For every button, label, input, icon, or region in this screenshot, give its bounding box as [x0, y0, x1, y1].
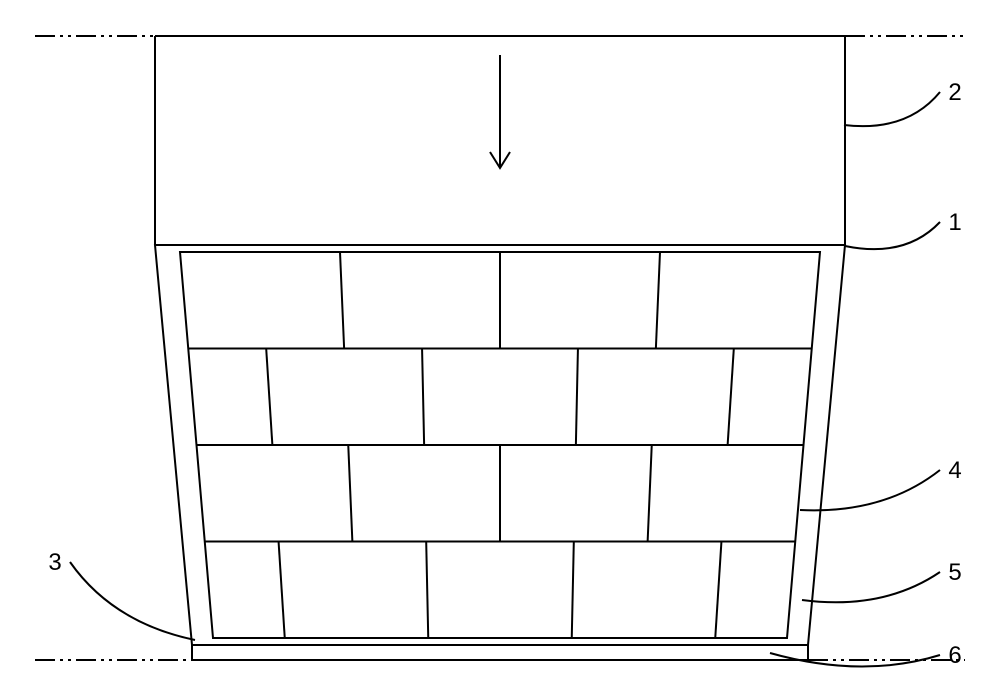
grid-col-divider — [648, 445, 652, 542]
callout-label-2: 2 — [948, 79, 961, 106]
grid-col-divider — [348, 445, 352, 542]
grid-col-divider — [576, 349, 578, 446]
callout-label-6: 6 — [948, 642, 961, 669]
grid-col-divider — [340, 252, 344, 349]
grid-col-divider — [422, 349, 424, 446]
grid-col-divider — [279, 542, 285, 639]
leader-line-1 — [845, 222, 940, 249]
grid-col-divider — [572, 542, 574, 639]
leader-line-3 — [70, 562, 195, 640]
callout-label-5: 5 — [948, 559, 961, 586]
grid-col-divider — [656, 252, 660, 349]
bottom-band — [192, 645, 808, 660]
callout-label-1: 1 — [948, 209, 961, 236]
grid-col-divider — [728, 349, 734, 446]
callout-label-4: 4 — [948, 457, 961, 484]
leader-line-2 — [844, 92, 940, 126]
grid-col-divider — [266, 349, 272, 446]
callout-label-3: 3 — [48, 549, 61, 576]
grid-col-divider — [715, 542, 721, 639]
leader-line-5 — [802, 572, 940, 602]
grid-col-divider — [426, 542, 428, 639]
technical-diagram: 1 2 3 4 5 6 — [0, 0, 1000, 690]
